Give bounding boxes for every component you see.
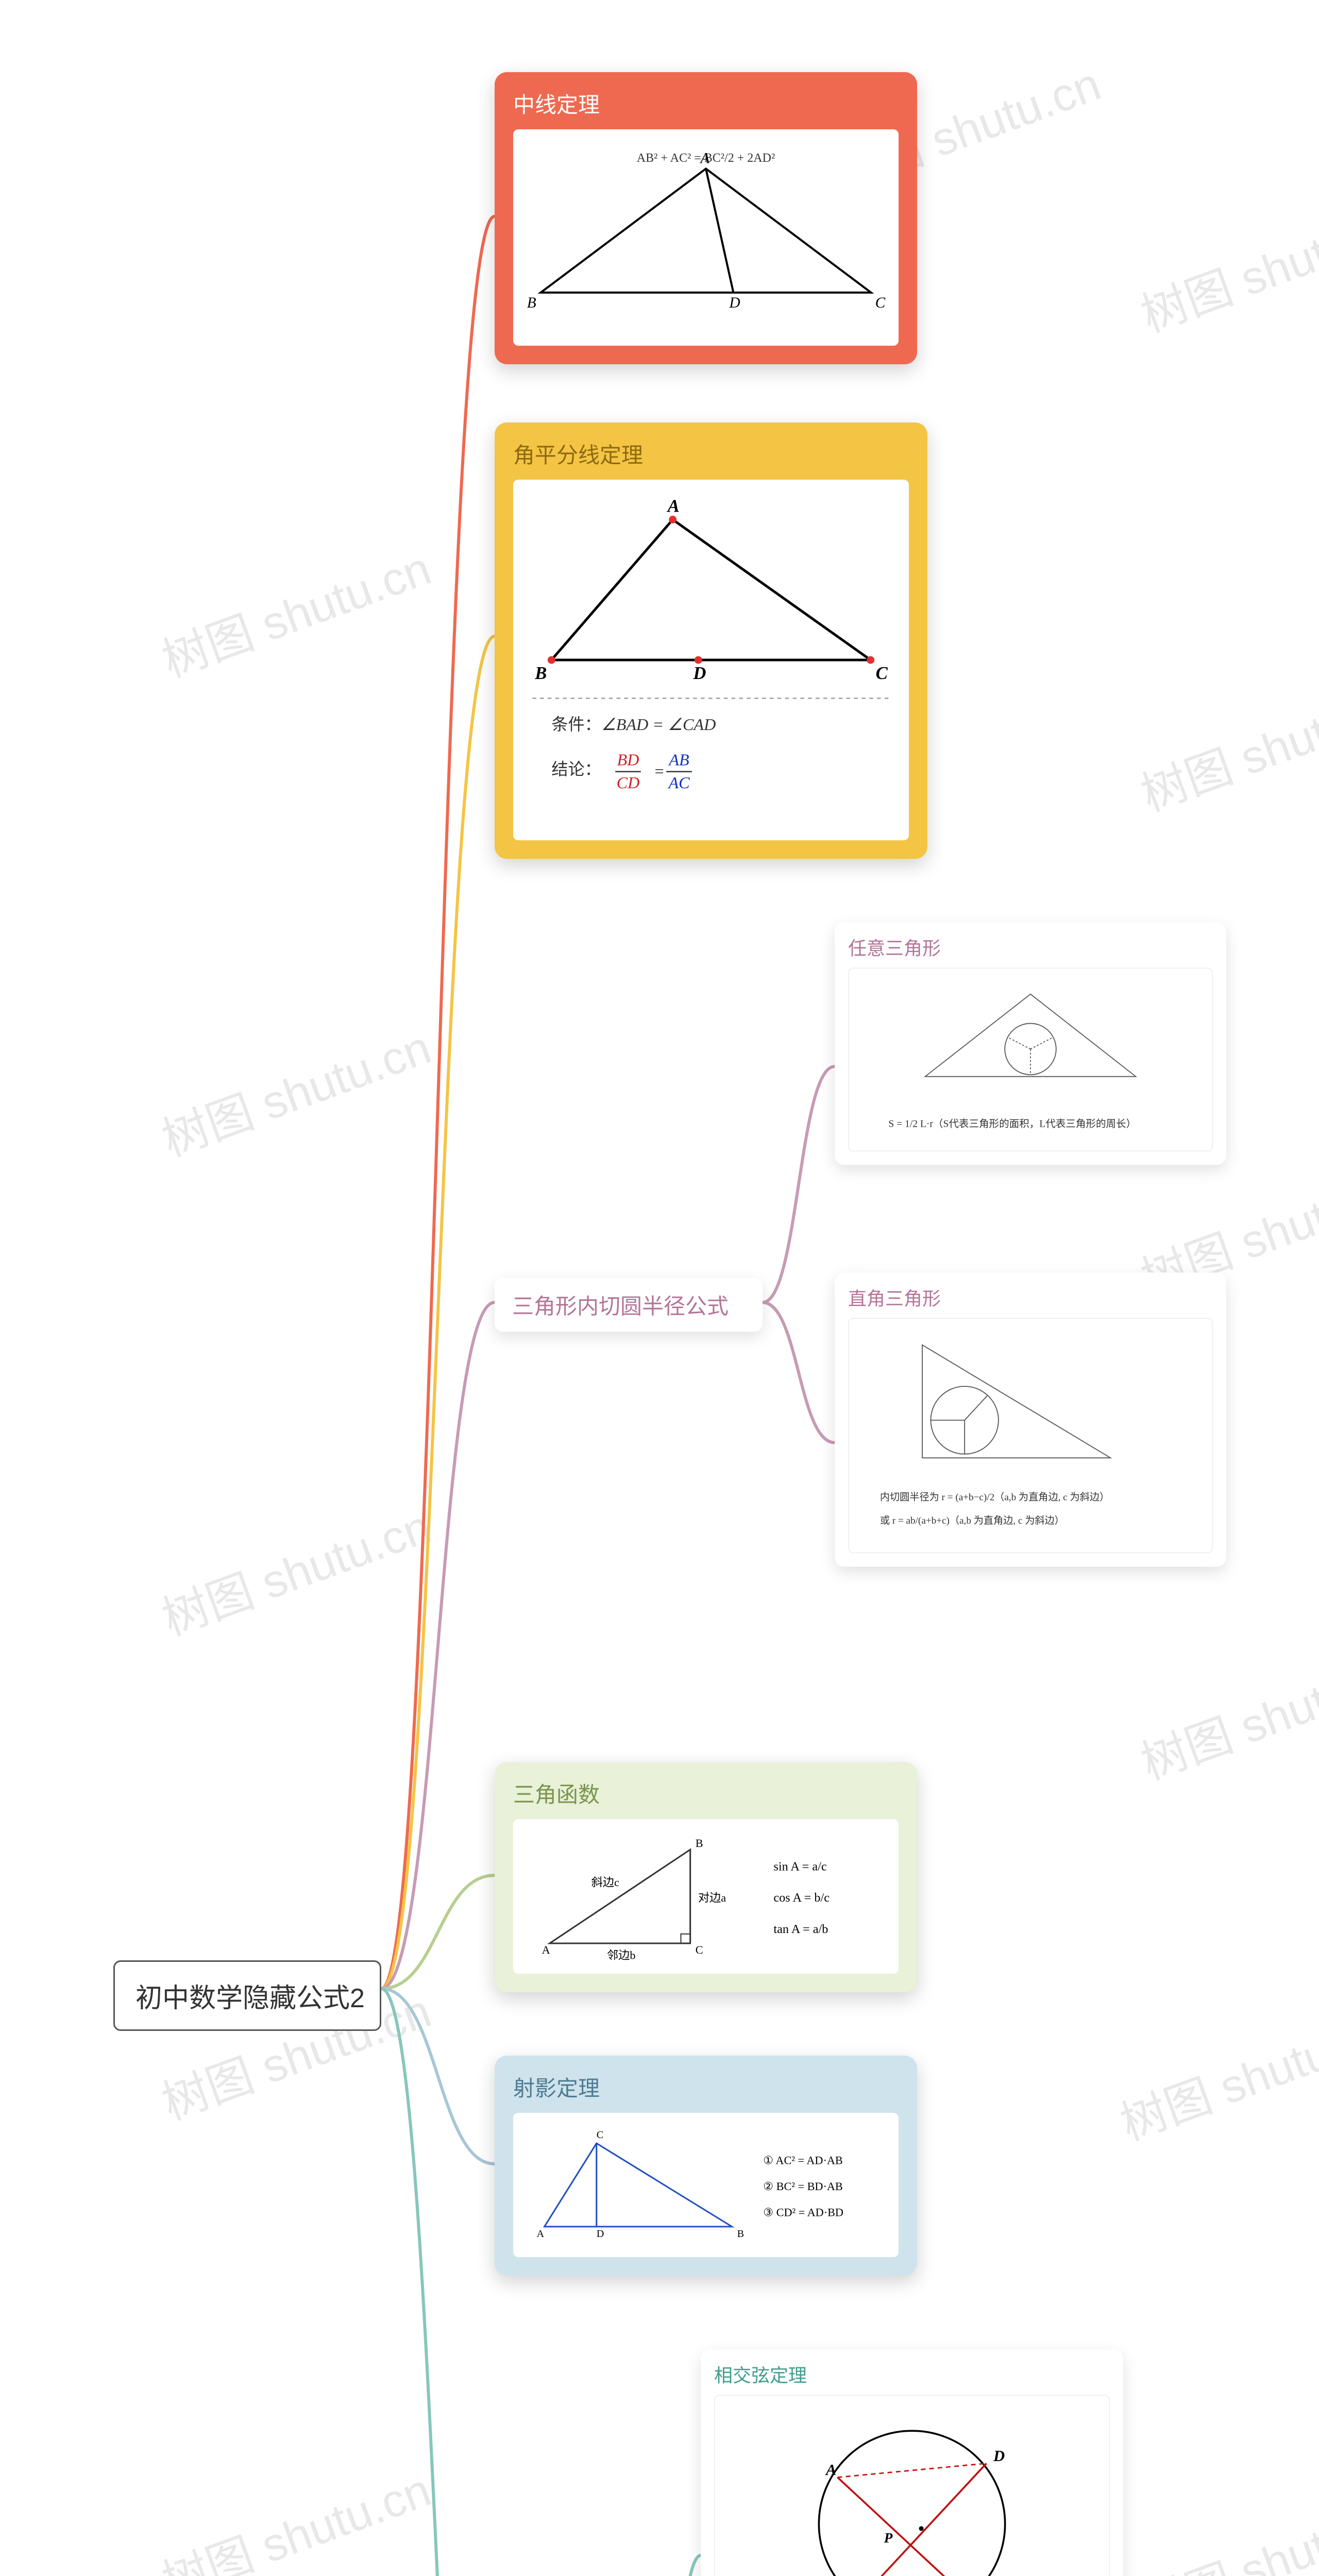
label-opp: 对边a bbox=[698, 1891, 726, 1904]
svg-text:A: A bbox=[542, 1943, 550, 1956]
eq2: ② BC² = BD·AB bbox=[763, 2180, 843, 2193]
svg-text:C: C bbox=[597, 2129, 603, 2141]
card-figure: AB² + AC² = BC²/2 + 2AD² A B C D bbox=[513, 129, 899, 346]
card-figure: S = 1/2 L·r（S代表三角形的面积，L代表三角形的周长） bbox=[848, 968, 1213, 1151]
root-label: 初中数学隐藏公式2 bbox=[136, 1984, 365, 2013]
svg-text:D: D bbox=[729, 295, 740, 311]
card-figure: A C D B ① AC² = AD·AB ② BC² = BD·AB ③ CD… bbox=[513, 2113, 899, 2257]
svg-text:条件：∠BAD = ∠CAD: 条件：∠BAD = ∠CAD bbox=[551, 715, 716, 734]
frac-bl: CD bbox=[617, 773, 640, 792]
eq3: ③ CD² = AD·BD bbox=[763, 2206, 843, 2219]
svg-text:B: B bbox=[737, 2228, 744, 2240]
card-title: 中线定理 bbox=[513, 88, 899, 119]
node-label: 三角形内切圆半径公式 bbox=[512, 1294, 729, 1318]
card-angle-bisector: 角平分线定理 A B C D 条件：∠BAD = ∠CAD 结论： BD CD … bbox=[495, 422, 927, 859]
card-title: 射影定理 bbox=[513, 2071, 899, 2103]
svg-text:P: P bbox=[884, 2530, 893, 2546]
svg-text:D: D bbox=[993, 2447, 1005, 2465]
svg-text:A: A bbox=[536, 2228, 544, 2240]
formula-text-2: 或 r = ab/(a+b+c)（a,b 为直角边, c 为斜边） bbox=[880, 1515, 1064, 1526]
card-figure: 内切圆半径为 r = (a+b−c)/2（a,b 为直角边, c 为斜边） 或 … bbox=[848, 1318, 1213, 1553]
svg-text:C: C bbox=[696, 1943, 703, 1956]
label-adj: 邻边b bbox=[607, 1948, 636, 1961]
card-trig: 三角函数 A B C 斜边c 对边a 邻边b sin A = a/c cos A… bbox=[495, 1762, 917, 1992]
card-title: 直角三角形 bbox=[848, 1284, 1213, 1311]
eq1: sin A = a/c bbox=[773, 1859, 827, 1873]
svg-text:B: B bbox=[534, 663, 547, 683]
conc-label: 结论： bbox=[551, 760, 601, 778]
card-right-triangle: 直角三角形 内切圆半径为 r = (a+b−c)/2（a,b 为直角边, c 为… bbox=[835, 1273, 1226, 1567]
root-node: 初中数学隐藏公式2 bbox=[113, 1960, 381, 2031]
card-any-triangle: 任意三角形 S = 1/2 L·r（S代表三角形的面积，L代表三角形的周长） bbox=[835, 922, 1226, 1165]
cond-label: 条件： bbox=[551, 715, 601, 734]
svg-text:A: A bbox=[825, 2461, 836, 2479]
card-figure: A B C D 条件：∠BAD = ∠CAD 结论： BD CD = AB AC bbox=[513, 480, 909, 840]
card-projection: 射影定理 A C D B ① AC² = AD·AB ② BC² = BD·AB… bbox=[495, 2056, 917, 2276]
node-incircle-radius: 三角形内切圆半径公式 bbox=[495, 1278, 763, 1332]
svg-text:C: C bbox=[875, 295, 886, 311]
card-title: 相交弦定理 bbox=[714, 2361, 1110, 2387]
card-title: 任意三角形 bbox=[848, 934, 1213, 960]
eq1: ① AC² = AD·AB bbox=[763, 2154, 843, 2167]
card-title: 角平分线定理 bbox=[513, 438, 909, 469]
frac-tl: BD bbox=[617, 750, 639, 769]
card-intersecting-chords: 相交弦定理 A D C B P PA·PB=PC·PD bbox=[701, 2349, 1123, 2576]
svg-text:D: D bbox=[692, 663, 706, 683]
cond: ∠BAD = ∠CAD bbox=[601, 715, 716, 734]
card-median-theorem: 中线定理 AB² + AC² = BC²/2 + 2AD² A B C D bbox=[495, 72, 917, 364]
svg-text:A: A bbox=[699, 150, 710, 167]
formula-text: S = 1/2 L·r（S代表三角形的面积，L代表三角形的周长） bbox=[888, 1118, 1136, 1129]
label-hyp: 斜边c bbox=[591, 1876, 619, 1889]
svg-text:B: B bbox=[527, 295, 536, 311]
svg-text:B: B bbox=[696, 1837, 703, 1850]
card-title: 三角函数 bbox=[513, 1777, 899, 1809]
card-figure: A B C 斜边c 对边a 邻边b sin A = a/c cos A = b/… bbox=[513, 1819, 899, 1974]
svg-text:C: C bbox=[876, 663, 888, 683]
formula-text-1: 内切圆半径为 r = (a+b−c)/2（a,b 为直角边, c 为斜边） bbox=[880, 1492, 1109, 1503]
frac-br: AC bbox=[667, 773, 690, 792]
card-figure: A D C B P PA·PB=PC·PD bbox=[714, 2395, 1110, 2576]
svg-text:A: A bbox=[667, 496, 680, 516]
eq3: tan A = a/b bbox=[773, 1922, 828, 1936]
svg-text:D: D bbox=[597, 2228, 604, 2240]
frac-tr: AB bbox=[668, 750, 689, 769]
svg-text:=: = bbox=[654, 762, 665, 781]
eq2: cos A = b/c bbox=[773, 1891, 830, 1905]
